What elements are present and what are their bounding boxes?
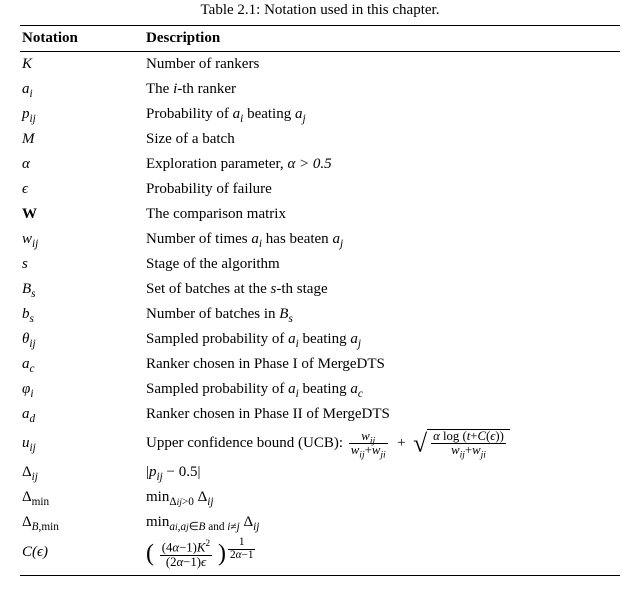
- row-wij: wij Number of times ai has beaten aj: [20, 227, 620, 252]
- sym-s: s: [22, 256, 28, 272]
- desc-uij: Upper confidence bound (UCB): wij wij+wj…: [144, 427, 620, 460]
- desc-Bs: Set of batches at the s-th stage: [144, 277, 620, 302]
- desc-K: Number of rankers: [144, 52, 620, 78]
- row-phi: φi Sampled probability of ai beating ac: [20, 377, 620, 402]
- row-ai: ai The i-th ranker: [20, 77, 620, 102]
- desc-Dij: |pij − 0.5|: [144, 460, 620, 485]
- sym-ai: ai: [22, 81, 33, 97]
- sym-wij: wij: [22, 231, 38, 247]
- sym-pij: pij: [22, 106, 36, 122]
- desc-bs: Number of batches in Bs: [144, 302, 620, 327]
- desc-s: Stage of the algorithm: [144, 252, 620, 277]
- sym-Dij: Δij: [22, 464, 38, 480]
- row-eps: ϵ Probability of failure: [20, 177, 620, 202]
- sym-Bs: Bs: [22, 281, 36, 297]
- desc-ac: Ranker chosen in Phase I of MergeDTS: [144, 352, 620, 377]
- table-header-row: Notation Description: [20, 26, 620, 52]
- sym-ad: ad: [22, 406, 35, 422]
- sym-alpha: α: [22, 156, 30, 172]
- notation-table: Notation Description K Number of rankers…: [20, 25, 620, 576]
- ucb-sqrt: √ α log (t+C(ϵ)) wij+wji: [413, 429, 510, 458]
- row-alpha: α Exploration parameter, α > 0.5: [20, 152, 620, 177]
- desc-DBmin: minai,aj∈B and i≠j Δij: [144, 510, 620, 535]
- sym-phi: φi: [22, 381, 33, 397]
- sym-K: K: [22, 56, 32, 72]
- sym-M: M: [22, 131, 35, 147]
- desc-M: Size of a batch: [144, 127, 620, 152]
- row-Bs: Bs Set of batches at the s-th stage: [20, 277, 620, 302]
- desc-Dmin: minΔij>0 Δij: [144, 485, 620, 510]
- sym-eps: ϵ: [22, 181, 28, 197]
- sym-Ceps: C(ϵ): [22, 544, 48, 560]
- row-pij: pij Probability of ai beating aj: [20, 102, 620, 127]
- sym-Dmin: Δmin: [22, 489, 49, 505]
- row-uij: uij Upper confidence bound (UCB): wij wi…: [20, 427, 620, 460]
- row-ac: ac Ranker chosen in Phase I of MergeDTS: [20, 352, 620, 377]
- sym-bs: bs: [22, 306, 34, 322]
- row-Dij: Δij |pij − 0.5|: [20, 460, 620, 485]
- col-description-header: Description: [144, 26, 620, 52]
- sym-theta: θij: [22, 331, 36, 347]
- row-Dmin: Δmin minΔij>0 Δij: [20, 485, 620, 510]
- row-s: s Stage of the algorithm: [20, 252, 620, 277]
- desc-alpha: Exploration parameter, α > 0.5: [144, 152, 620, 177]
- desc-Ceps: ( (4α−1)K2 (2α−1)ϵ )12α−1: [144, 535, 620, 576]
- row-ad: ad Ranker chosen in Phase II of MergeDTS: [20, 402, 620, 427]
- desc-theta: Sampled probability of ai beating aj: [144, 327, 620, 352]
- page-root: Table 2.1: Notation used in this chapter…: [0, 0, 640, 596]
- row-theta: θij Sampled probability of ai beating aj: [20, 327, 620, 352]
- desc-W: The comparison matrix: [144, 202, 620, 227]
- row-DBmin: ΔB,min minai,aj∈B and i≠j Δij: [20, 510, 620, 535]
- row-M: M Size of a batch: [20, 127, 620, 152]
- sym-DBmin: ΔB,min: [22, 514, 59, 530]
- sym-ac: ac: [22, 356, 35, 372]
- desc-eps: Probability of failure: [144, 177, 620, 202]
- desc-wij: Number of times ai has beaten aj: [144, 227, 620, 252]
- col-notation-header: Notation: [20, 26, 144, 52]
- ucb-frac1: wij wij+wji: [349, 430, 388, 458]
- row-W: W The comparison matrix: [20, 202, 620, 227]
- row-Ceps: C(ϵ) ( (4α−1)K2 (2α−1)ϵ )12α−1: [20, 535, 620, 576]
- desc-ai: The i-th ranker: [144, 77, 620, 102]
- table-caption: Table 2.1: Notation used in this chapter…: [20, 0, 620, 25]
- desc-ad: Ranker chosen in Phase II of MergeDTS: [144, 402, 620, 427]
- sym-uij: uij: [22, 435, 36, 451]
- row-K: K Number of rankers: [20, 52, 620, 78]
- row-bs: bs Number of batches in Bs: [20, 302, 620, 327]
- desc-pij: Probability of ai beating aj: [144, 102, 620, 127]
- desc-phi: Sampled probability of ai beating ac: [144, 377, 620, 402]
- sym-W: W: [22, 206, 37, 222]
